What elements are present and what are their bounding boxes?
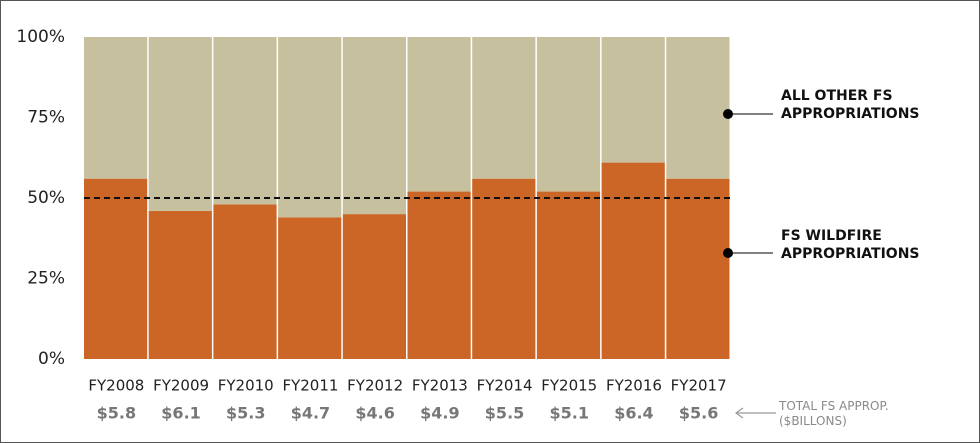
bar-segment [472, 37, 536, 179]
x-tick-label: FY2016 [606, 377, 662, 395]
y-tick-label: 100% [16, 27, 65, 47]
bar-segment [666, 178, 730, 359]
total-value: $5.6 [679, 404, 718, 423]
bar-segment [278, 37, 342, 218]
y-tick-label: 75% [27, 108, 65, 128]
total-value: $5.3 [226, 404, 265, 423]
bar-segment [342, 37, 406, 215]
total-value: $4.6 [355, 404, 394, 423]
bar-segment [213, 37, 277, 205]
bar-segment [84, 178, 148, 359]
x-tick-label: FY2012 [347, 377, 403, 395]
y-tick-label: 50% [27, 188, 65, 208]
x-tick-label: FY2011 [282, 377, 338, 395]
total-value: $6.4 [614, 404, 653, 423]
bar-segment [601, 162, 665, 359]
arrow-head [734, 407, 744, 419]
bar-segment [278, 217, 342, 359]
legend-label: ALL OTHER FS APPROPRIATIONS [781, 88, 920, 122]
bar-segment [148, 210, 212, 359]
x-tick-label: FY2015 [541, 377, 597, 395]
bar-segment [536, 37, 601, 192]
totals-label: TOTAL FS APPROP. ($BILLONS) [779, 399, 889, 428]
x-tick-label: FY2014 [477, 377, 533, 395]
bar-segment [536, 191, 601, 359]
y-tick-label: 0% [38, 349, 65, 369]
y-tick-label: 25% [27, 269, 65, 289]
total-value: $5.8 [97, 404, 136, 423]
bar-segment [666, 37, 730, 179]
x-tick-label: FY2009 [153, 377, 209, 395]
x-tick-label: FY2013 [412, 377, 468, 395]
total-value: $5.1 [550, 404, 589, 423]
bar-segment [407, 191, 471, 359]
x-tick-label: FY2008 [88, 377, 144, 395]
bar-segment [472, 178, 536, 359]
total-value: $4.9 [420, 404, 459, 423]
x-tick-label: FY2010 [218, 377, 274, 395]
x-tick-label: FY2017 [671, 377, 727, 395]
bar-segment [84, 37, 148, 179]
bar-segment [148, 37, 212, 211]
bar-segment [213, 204, 277, 359]
bar-segment [342, 214, 406, 359]
bar-segment [601, 37, 665, 163]
bar-segment [407, 37, 471, 192]
total-value: $6.1 [161, 404, 200, 423]
total-value: $4.7 [291, 404, 330, 423]
legend-label: FS WILDFIRE APPROPRIATIONS [781, 228, 920, 262]
total-value: $5.5 [485, 404, 524, 423]
